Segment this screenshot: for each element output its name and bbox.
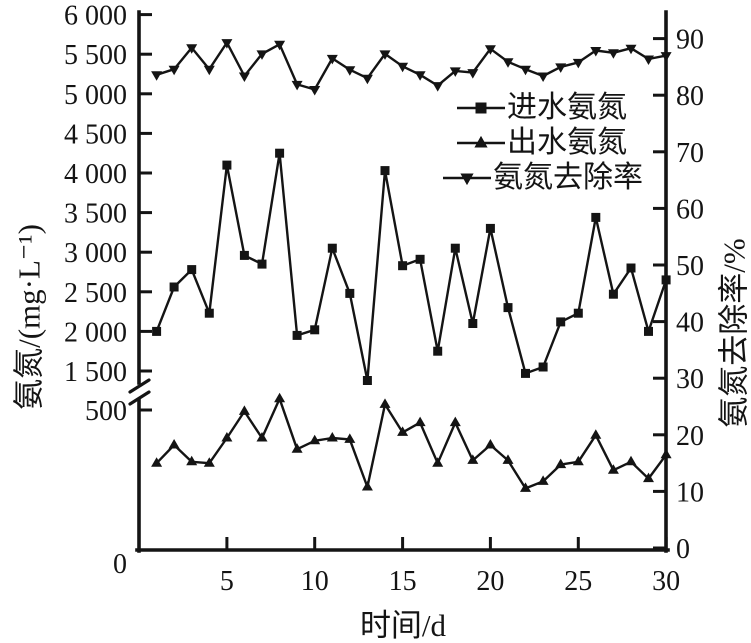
legend-item-removal-rate: 氨氮去除率	[441, 160, 643, 195]
legend-marker-triangle-up-icon	[457, 135, 505, 147]
right-tick-label: 80	[676, 81, 704, 112]
left-tick-label: 5 500	[64, 40, 127, 71]
left-tick-label: 4 000	[64, 159, 127, 190]
legend: 进水氨氮 出水氨氮 氨氮去除率	[441, 90, 643, 195]
series-effluent-ammonia	[151, 392, 672, 492]
left-tick-label: 500	[85, 396, 127, 427]
y-axis-title-right: 氨氮去除率/%	[716, 238, 751, 428]
right-tick-label: 0	[676, 534, 690, 565]
legend-marker-triangle-down-icon	[443, 173, 491, 185]
left-tick-label: 1 500	[64, 357, 127, 388]
right-tick-label: 60	[676, 194, 704, 225]
x-tick-label: 5	[220, 566, 234, 597]
right-tick-label: 90	[676, 25, 704, 56]
right-tick-label: 50	[676, 251, 704, 282]
x-tick-label: 10	[301, 566, 329, 597]
left-tick-label: 2 000	[64, 317, 127, 348]
left-tick-label: 6 000	[64, 1, 127, 32]
right-tick-label: 10	[676, 477, 704, 508]
series-influent-ammonia	[152, 148, 671, 385]
left-tick-label: 5 000	[64, 80, 127, 111]
left-tick-label: 3 000	[64, 238, 127, 269]
y-axis-title-left: 氨氮/(mg·L⁻¹)	[11, 224, 47, 410]
left-tick-label: 4 500	[64, 119, 127, 150]
x-tick-label: 30	[652, 566, 680, 597]
right-tick-label: 70	[676, 138, 704, 169]
axis-break-icon	[128, 378, 151, 406]
x-axis-title: 时间/d	[359, 608, 447, 643]
legend-item-effluent: 出水氨氮	[441, 125, 643, 160]
legend-label-removal-rate: 氨氮去除率	[493, 160, 643, 194]
ticks	[139, 13, 668, 552]
right-tick-label: 40	[676, 308, 704, 339]
right-tick-label: 30	[676, 364, 704, 395]
series-removal-rate	[151, 39, 672, 96]
left-tick-label: 3 500	[64, 199, 127, 230]
x-tick-label: 15	[389, 566, 417, 597]
right-tick-label: 20	[676, 421, 704, 452]
legend-marker-square-icon	[457, 102, 505, 113]
left-tick-label: 0	[113, 549, 127, 580]
legend-label-effluent: 出水氨氮	[507, 125, 627, 159]
legend-item-influent: 进水氨氮	[441, 90, 643, 125]
left-tick-label: 2 500	[64, 278, 127, 309]
legend-label-influent: 进水氨氮	[507, 90, 627, 124]
x-tick-label: 20	[476, 566, 504, 597]
x-tick-label: 25	[564, 566, 592, 597]
